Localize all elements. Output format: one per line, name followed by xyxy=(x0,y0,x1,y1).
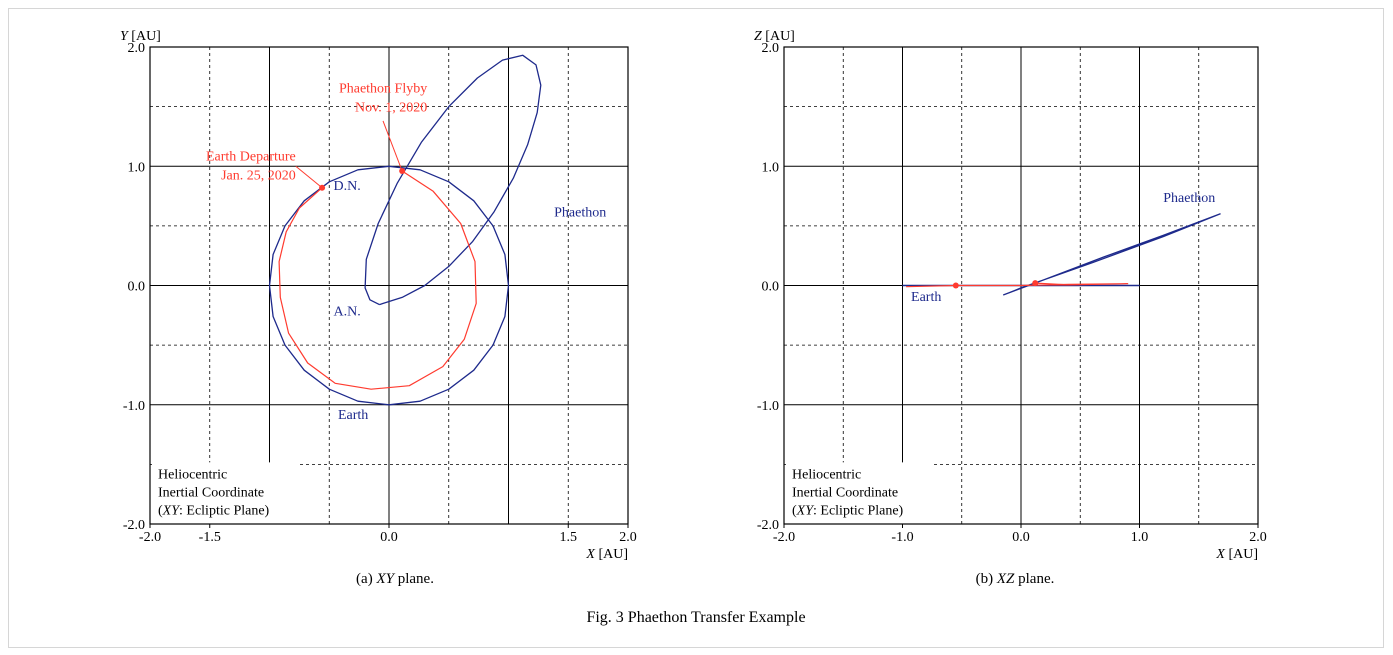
panel-a-note-box xyxy=(152,462,297,527)
panel-a-note-line: Heliocentric xyxy=(158,467,227,482)
panel-a-y-tick-label: -1.0 xyxy=(123,399,145,414)
panel-b-note-plane: (XY: Ecliptic Plane) xyxy=(792,503,904,518)
panel-b-x-tick-label: 1.0 xyxy=(1131,530,1149,545)
panel-a-y-tick-label: 0.0 xyxy=(128,280,146,295)
panel-a-event-marker xyxy=(319,184,326,191)
panel-b-annotation: Earth xyxy=(911,290,941,305)
panel-b-annotation: Phaethon xyxy=(1163,191,1215,206)
panel-b-y-axis-label: Z [AU] xyxy=(754,29,795,44)
figure-frame xyxy=(8,8,1384,648)
panel-a-note-plane: (XY: Ecliptic Plane) xyxy=(158,503,270,518)
panel-a-caption: (a) XY plane. xyxy=(356,571,434,587)
panel-a-y-axis-label: Y [AU] xyxy=(120,29,161,44)
panel-b-y-tick-label: 1.0 xyxy=(762,160,780,175)
panel-b-x-tick-label: 2.0 xyxy=(1249,530,1267,545)
panel-a-x-tick-label: -2.0 xyxy=(139,530,161,545)
panel-a-series-earth xyxy=(268,165,510,406)
panel-b-series-phaethon xyxy=(1002,213,1221,296)
panel-b-y-tick-label: -1.0 xyxy=(757,399,779,414)
panel-a-annotation: Earth Departure xyxy=(206,149,296,164)
panel-b-x-axis-label: X [AU] xyxy=(1215,547,1258,562)
panel-a-annotation: A.N. xyxy=(334,304,361,319)
panel-b-y-tick-label: 2.0 xyxy=(762,41,780,56)
panel-a-annotation: Phaethon Flyby xyxy=(339,81,427,96)
panel-a-annotation: D.N. xyxy=(334,179,361,194)
panel-b-caption: (b) XZ plane. xyxy=(975,571,1055,587)
panel-b-x-tick-label: -2.0 xyxy=(773,530,795,545)
panel-b-y-tick-label: -2.0 xyxy=(757,518,779,533)
panel-b-y-tick-label: 0.0 xyxy=(762,280,780,295)
panel-b-event-marker xyxy=(952,282,959,289)
figure-caption: Fig. 3 Phaethon Transfer Example xyxy=(586,609,806,626)
panel-a-x-axis-label: X [AU] xyxy=(585,547,628,562)
panel-a-y-tick-label: 2.0 xyxy=(128,41,146,56)
panel-a-leader-line xyxy=(382,120,403,172)
panel-a-x-tick-label: -1.5 xyxy=(199,530,221,545)
panel-b-x-tick-label: 0.0 xyxy=(1012,530,1030,545)
panel-a-x-tick-label: 1.5 xyxy=(560,530,578,545)
panel-a-annotation: Nov. 1, 2020 xyxy=(355,100,427,115)
panel-a-series-phaethon xyxy=(364,54,542,306)
panel-a-leader-line xyxy=(295,165,323,189)
panel-a-annotation: Phaethon xyxy=(554,205,606,220)
panel-a-annotation: Jan. 25, 2020 xyxy=(221,168,296,183)
panel-b-note-line: Heliocentric xyxy=(792,467,861,482)
panel-a-series-transfer xyxy=(278,170,477,390)
panel-a-annotation: Earth xyxy=(338,408,368,423)
panel-a-note-line: Inertial Coordinate xyxy=(158,485,264,500)
panel-a-x-tick-label: 2.0 xyxy=(619,530,637,545)
panel-b-note-line: Inertial Coordinate xyxy=(792,485,898,500)
panel-b-x-tick-label: -1.0 xyxy=(891,530,913,545)
panel-a-y-tick-label: 1.0 xyxy=(128,160,146,175)
panel-b-event-marker xyxy=(1032,280,1039,287)
panel-b-note-box xyxy=(786,462,931,527)
panel-a-y-tick-label: -2.0 xyxy=(123,518,145,533)
panel-a-x-tick-label: 0.0 xyxy=(380,530,398,545)
panel-a-event-marker xyxy=(399,168,406,175)
